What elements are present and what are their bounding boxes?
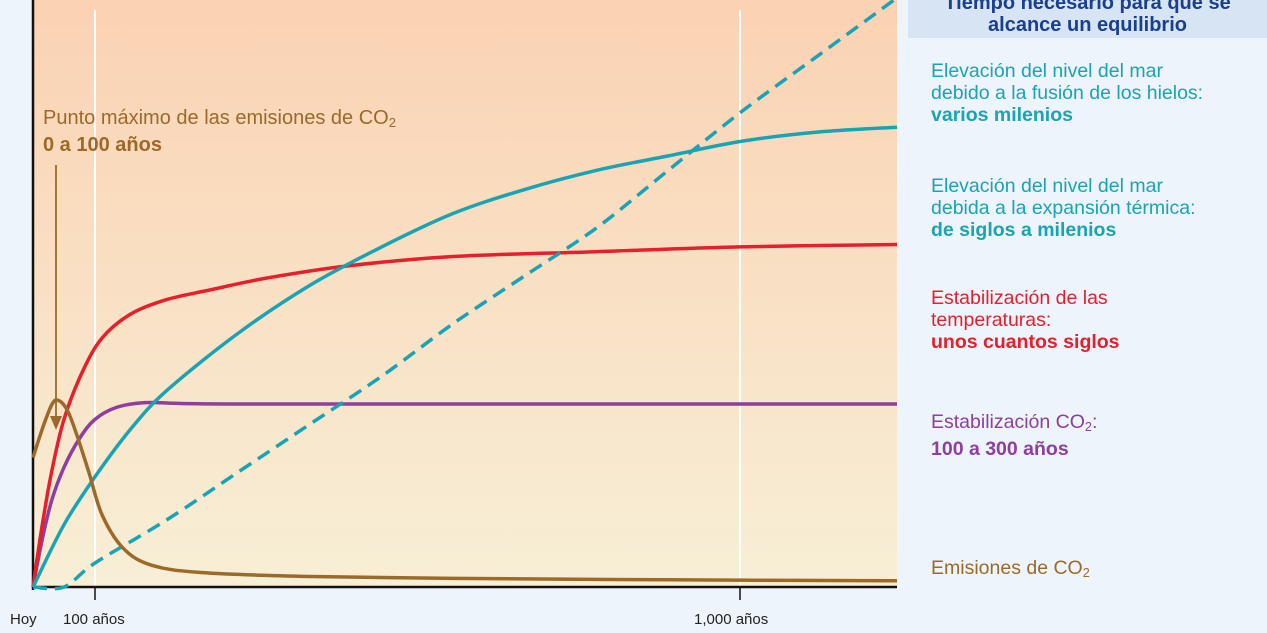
legend-thermal-value: de siglos a milenios (931, 219, 1117, 241)
x-tick-label-0: Hoy (10, 611, 37, 628)
legend-co2: Estabilización CO2: 100 a 300 años (931, 411, 1097, 460)
legend-melt-desc-2: debido a la fusión de los hielos: (931, 82, 1204, 104)
legend-melt-value: varios milenios (931, 104, 1073, 126)
legend-co2-desc: Estabilización CO2: (931, 411, 1098, 434)
x-tick-label-1: 100 años (63, 611, 125, 628)
legend-temperature-desc-2: temperaturas: (931, 309, 1052, 331)
series-line-temperature (31, 242, 898, 588)
annotation-label: Punto máximo de las emisiones de CO2 (43, 107, 396, 130)
legend-thermal-desc-1: Elevación del nivel del mar (931, 175, 1163, 197)
emissions-peak-annotation: Punto máximo de las emisiones de CO2 0 a… (43, 107, 396, 156)
annotation-value: 0 a 100 años (43, 134, 162, 156)
series-line-co2 (31, 400, 897, 588)
legend-melt: Elevación del nivel del mar debido a la … (931, 60, 1203, 126)
series-line-sea_level (31, 125, 898, 588)
legend-emissions: Emisiones de CO2 (931, 557, 1090, 584)
legend-co2-value: 100 a 300 años (931, 438, 1069, 460)
legend-temperature: Estabilización de las temperaturas: unos… (931, 287, 1120, 353)
x-tick-label-2: 1,000 años (694, 611, 769, 628)
series-line-sea_level-dashed (32, 0, 897, 591)
legend-temperature-value: unos cuantos siglos (931, 331, 1120, 353)
legend-thermal-desc-2: debida a la expansión térmica: (931, 197, 1196, 219)
legend-thermal: Elevación del nivel del mar debida a la … (931, 175, 1196, 241)
legend-melt-desc-1: Elevación del nivel del mar (931, 60, 1163, 82)
peak-arrow-head (50, 416, 62, 430)
legend-emissions-desc: Emisiones de CO2 (931, 557, 1090, 580)
plot-background (33, 0, 897, 587)
title-line-1: Tiempo necesario para que se (944, 0, 1231, 14)
title-line-2: alcance un equilibrio (988, 14, 1187, 36)
legend-temperature-desc-1: Estabilización de las (931, 287, 1108, 309)
chart (31, 0, 898, 600)
legend-panel-title: Tiempo necesario para que se alcance un … (908, 0, 1267, 38)
